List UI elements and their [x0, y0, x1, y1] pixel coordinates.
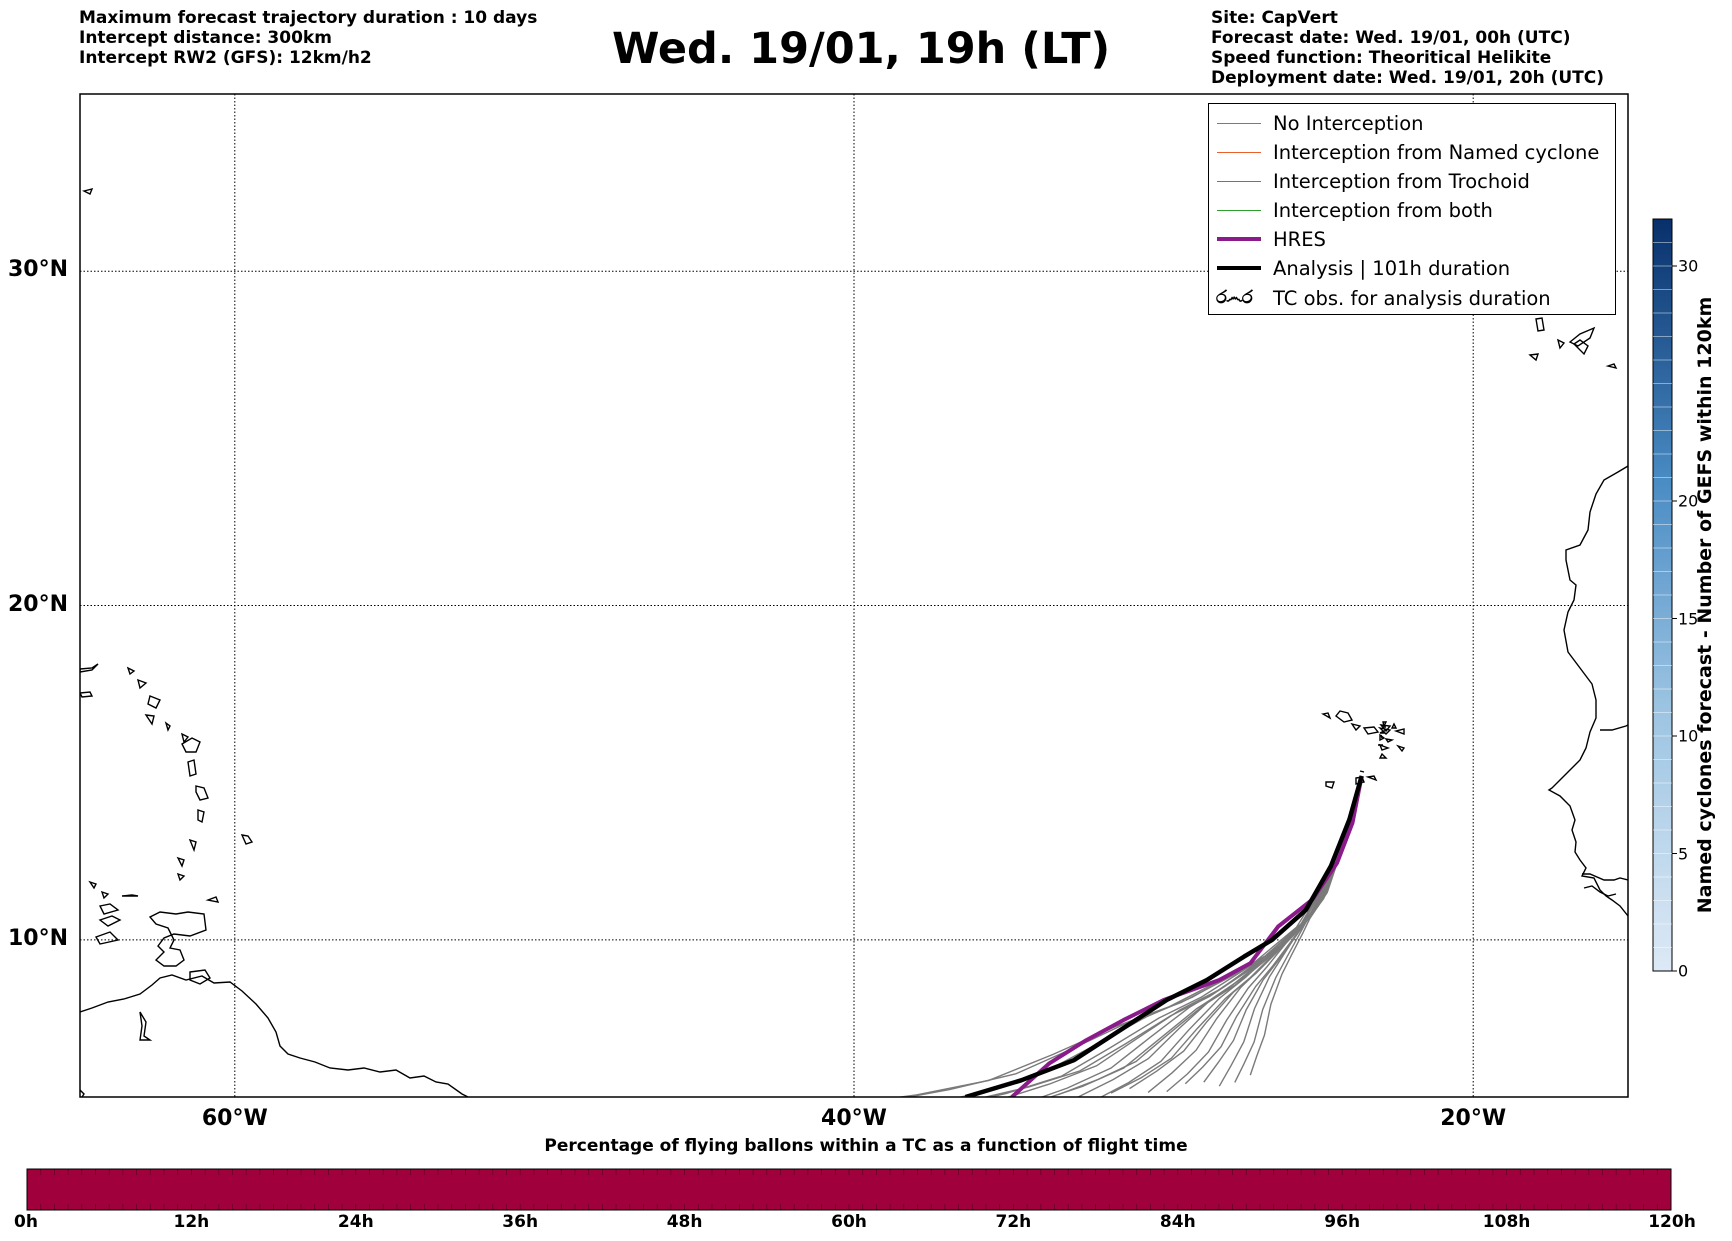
ensemble-trajectory: [1249, 775, 1363, 1076]
legend-swatch: [1217, 152, 1261, 153]
ensemble-trajectory: [1058, 775, 1363, 1096]
page-title: Wed. 19/01, 19h (LT): [612, 24, 1111, 74]
africa-coast: [1547, 465, 1628, 917]
param-max-duration: Maximum forecast trajectory duration : 1…: [79, 8, 538, 28]
legend-label: No Interception: [1273, 112, 1424, 135]
hres-trajectory: [1010, 775, 1364, 1097]
legend-label: Analysis | 101h duration: [1273, 257, 1511, 280]
legend-item-tc-obs: ර෴ර TC obs. for analysis duration: [1209, 285, 1615, 313]
ensemble-trajectory: [1218, 775, 1363, 1087]
lon-tick-label: 20°W: [1440, 1106, 1507, 1131]
lon-tick-label: 40°W: [821, 1106, 887, 1131]
ensemble-trajectory: [1166, 775, 1363, 1093]
colorbar-time-label: 108h: [1482, 1212, 1531, 1232]
south-america-coast: [80, 974, 469, 1097]
tc-symbols-icon: ර෴ර: [1216, 287, 1253, 308]
ensemble-trajectory: [1006, 775, 1363, 1097]
param-intercept-distance: Intercept distance: 300km: [79, 28, 332, 48]
colorbar-time-label: 48h: [666, 1212, 703, 1232]
ensemble-trajectory: [1099, 775, 1363, 1097]
colorbar-horizontal-title: Percentage of flying ballons within a TC…: [544, 1136, 1188, 1156]
canary-islands: [1535, 317, 1545, 332]
legend-label: TC obs. for analysis duration: [1273, 287, 1551, 310]
legend-label: Interception from both: [1273, 199, 1493, 222]
legend-item-no-interception: No Interception: [1209, 110, 1615, 138]
map-legend: No Interception Interception from Named …: [1208, 103, 1616, 315]
colorbar-tick-label: 0: [1678, 961, 1689, 981]
puerto-rico-island: [80, 663, 99, 673]
legend-label: HRES: [1273, 228, 1326, 251]
map-frame: [79, 93, 1629, 1098]
colorbar-horizontal: [26, 1168, 1672, 1211]
colorbar-tick-label: 20: [1678, 491, 1699, 511]
site-parameters: Site: CapVert Forecast date: Wed. 19/01,…: [1211, 8, 1604, 88]
lon-tick-label: 60°W: [201, 1106, 268, 1131]
trajectories: [895, 775, 1364, 1097]
cape-verde-islands: [1335, 710, 1354, 723]
colorbar-time-label: 120h: [1648, 1212, 1696, 1232]
colorbar-time-label: 84h: [1159, 1212, 1196, 1232]
legend-item-trochoid: Interception from Trochoid: [1209, 168, 1615, 196]
legend-swatch: [1217, 123, 1261, 124]
trinidad-island: [189, 969, 211, 985]
ensemble-trajectory: [982, 775, 1363, 1097]
lat-tick-label: 20°N: [8, 591, 69, 617]
coastlines: [80, 187, 1628, 1097]
param-deployment-date: Deployment date: Wed. 19/01, 20h (UTC): [1211, 68, 1605, 88]
colorbar-tick-label: 5: [1678, 844, 1689, 863]
legend-label: Interception from Trochoid: [1273, 170, 1530, 193]
colorbar-time-label: 72h: [995, 1212, 1032, 1232]
param-speed-function: Speed function: Theoritical Helikite: [1211, 48, 1552, 68]
param-forecast-date: Forecast date: Wed. 19/01, 00h (UTC): [1211, 28, 1571, 48]
colorbar-tick-label: 30: [1678, 256, 1699, 276]
colorbar-time-label: 60h: [831, 1212, 867, 1232]
legend-label: Interception from Named cyclone: [1273, 141, 1600, 164]
colorbar-vertical-title: Named cyclones forecast - Number of GEFS…: [1694, 296, 1716, 914]
legend-swatch: [1217, 237, 1261, 241]
map-gridlines: [80, 94, 1628, 1097]
colorbar-time-label: 12h: [173, 1212, 210, 1232]
param-site: Site: CapVert: [1211, 8, 1338, 28]
legend-swatch: [1217, 210, 1261, 211]
colorbar-vertical: [1652, 218, 1677, 972]
colorbar-time-label: 24h: [337, 1212, 374, 1232]
forecast-parameters: Maximum forecast trajectory duration : 1…: [79, 8, 537, 68]
legend-item-analysis: Analysis | 101h duration: [1209, 255, 1615, 283]
param-intercept-rw2: Intercept RW2 (GFS): 12km/h2: [79, 48, 372, 68]
colorbar-time-label: 36h: [502, 1212, 539, 1232]
legend-swatch: [1217, 266, 1261, 270]
analysis-trajectory: [964, 775, 1364, 1097]
colorbar-tick-label: 10: [1678, 726, 1699, 746]
lat-tick-label: 30°N: [8, 257, 69, 283]
legend-item-named-cyclone: Interception from Named cyclone: [1209, 139, 1615, 167]
colorbar-tick-label: 15: [1678, 609, 1699, 628]
ensemble-trajectory: [987, 775, 1363, 1097]
ensemble-trajectory: [1147, 775, 1363, 1093]
ensemble-trajectory: [1129, 775, 1363, 1090]
ensemble-trajectory: [1110, 775, 1363, 1094]
legend-item-both: Interception from both: [1209, 197, 1615, 225]
colorbar-time-label: 96h: [1324, 1212, 1361, 1232]
colorbar-time-label: 0h: [14, 1212, 38, 1232]
lat-tick-label: 10°N: [8, 925, 69, 951]
legend-item-hres: HRES: [1209, 226, 1615, 254]
legend-swatch: [1217, 181, 1261, 182]
